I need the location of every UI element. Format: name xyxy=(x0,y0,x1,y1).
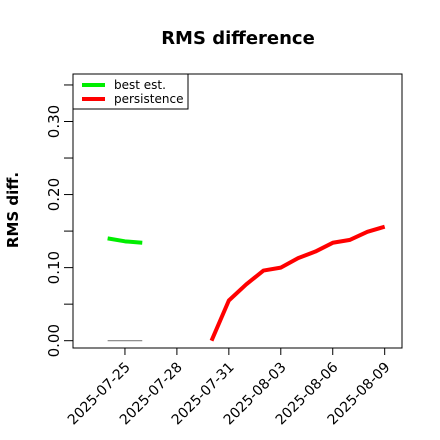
y-tick-label: 0.20 xyxy=(45,178,63,211)
y-tick-label: 0.00 xyxy=(45,324,63,357)
legend-label: persistence xyxy=(114,92,183,106)
legend-box xyxy=(72,73,189,110)
series-line-1 xyxy=(209,224,386,342)
y-axis: 0.00 0.10 0.20 0.30 xyxy=(45,84,73,357)
chart-title: RMS difference xyxy=(161,28,315,49)
plot-lines xyxy=(107,224,386,342)
y-axis-label: RMS diff. xyxy=(4,172,22,248)
series-line-0 xyxy=(107,236,143,245)
legend-label: best est. xyxy=(114,78,166,92)
y-tick-label: 0.10 xyxy=(45,251,63,284)
legend: best est.persistence xyxy=(72,73,189,110)
plot-frame xyxy=(72,73,403,349)
y-tick-label: 0.30 xyxy=(45,105,63,138)
x-axis: 2025-07-252025-07-282025-07-312025-08-03… xyxy=(65,348,394,428)
